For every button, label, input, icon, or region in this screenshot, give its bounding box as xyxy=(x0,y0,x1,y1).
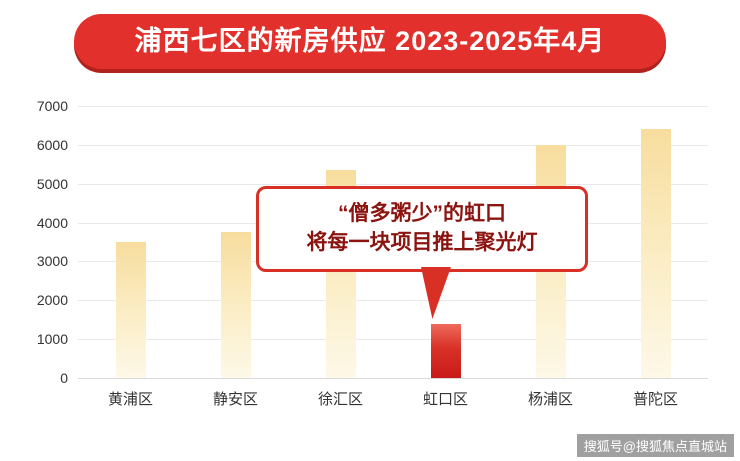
y-tick-label: 2000 xyxy=(36,292,68,308)
y-tick-label: 1000 xyxy=(36,331,68,347)
gridline xyxy=(78,184,708,185)
y-tick-label: 6000 xyxy=(36,137,68,153)
gridline xyxy=(78,339,708,340)
x-axis-label: 杨浦区 xyxy=(527,391,573,408)
x-axis-label: 静安区 xyxy=(212,391,258,408)
bar xyxy=(116,242,146,378)
y-tick-label: 3000 xyxy=(36,253,68,269)
bar xyxy=(221,232,251,378)
callout-line-2: 将每一块项目推上聚光灯 xyxy=(306,231,538,254)
y-tick-label: 5000 xyxy=(36,176,68,192)
x-axis-label: 徐汇区 xyxy=(317,391,363,408)
gridline xyxy=(78,300,708,301)
y-tick-label: 0 xyxy=(60,370,68,386)
watermark: 搜狐号@搜狐焦点直城站 xyxy=(576,434,734,457)
gridline xyxy=(78,145,708,146)
x-axis-label: 黄浦区 xyxy=(107,391,153,408)
y-tick-label: 4000 xyxy=(36,215,68,231)
annotation-callout: “僧多粥少”的虹口 将每一块项目推上聚光灯 xyxy=(256,186,588,319)
plot-area xyxy=(78,106,708,379)
y-tick-label: 7000 xyxy=(36,98,68,114)
x-axis-label: 普陀区 xyxy=(632,391,678,408)
chart-title-banner: 浦西七区的新房供应 2023-2025年4月 xyxy=(74,14,666,69)
bar xyxy=(641,129,671,378)
x-axis-label: 虹口区 xyxy=(422,391,468,408)
gridline xyxy=(78,378,708,379)
callout-line-1: “僧多粥少”的虹口 xyxy=(338,202,506,225)
gridline xyxy=(78,106,708,107)
bar-highlight xyxy=(431,324,461,378)
